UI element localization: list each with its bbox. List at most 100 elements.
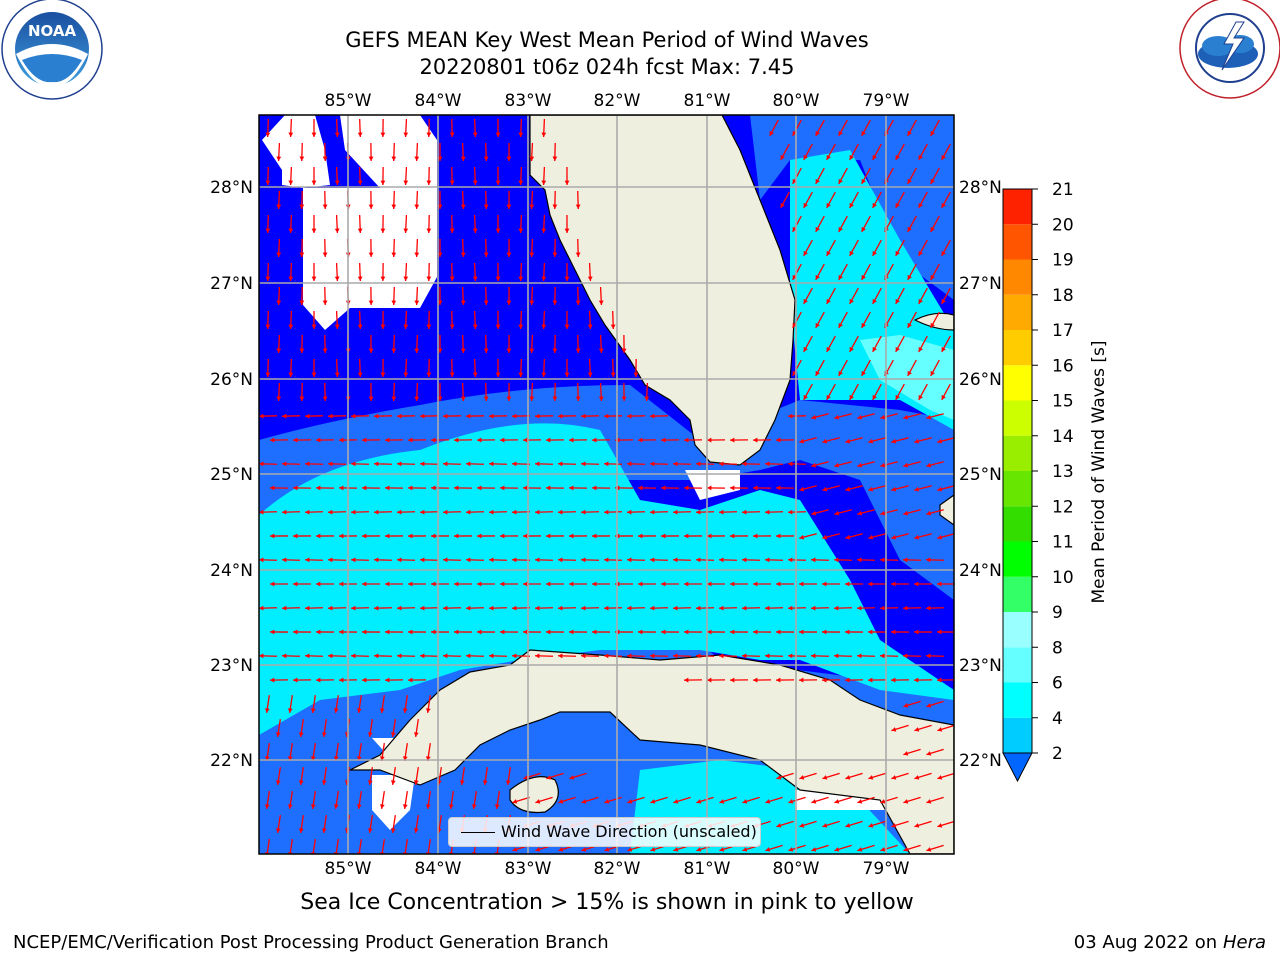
wind-wave-arrow xyxy=(903,413,921,420)
wind-wave-arrow xyxy=(845,820,863,828)
wind-wave-arrow xyxy=(391,334,397,354)
wind-wave-arrow xyxy=(903,509,921,516)
wind-wave-arrow xyxy=(792,311,802,329)
wind-wave-arrow xyxy=(334,214,340,234)
wind-wave-arrow xyxy=(587,262,593,282)
wind-wave-arrow xyxy=(849,383,859,401)
colorbar-segment xyxy=(1003,330,1032,366)
colorbar-tick: 11 xyxy=(1052,533,1074,553)
colorbar-tick: 17 xyxy=(1052,321,1074,341)
wind-wave-arrow xyxy=(413,719,419,737)
wind-wave-arrow xyxy=(310,743,316,761)
wind-wave-arrow xyxy=(449,166,455,186)
wind-wave-arrow xyxy=(425,791,431,809)
wind-wave-arrow xyxy=(581,796,599,804)
wind-wave-arrow xyxy=(356,695,362,713)
wind-wave-arrow xyxy=(384,533,404,539)
wind-wave-arrow xyxy=(752,533,772,539)
wind-wave-arrow xyxy=(511,605,531,611)
lat-label-left: 25°N xyxy=(210,465,253,485)
wind-wave-arrow xyxy=(541,310,547,330)
wind-wave-arrow xyxy=(792,263,802,281)
wind-wave-arrow xyxy=(453,533,473,539)
wind-wave-arrow xyxy=(914,820,932,828)
wind-wave-arrow xyxy=(534,557,554,563)
wind-wave-arrow xyxy=(292,581,312,587)
wind-wave-arrow xyxy=(822,485,840,492)
wind-wave-arrow xyxy=(518,310,524,330)
wind-wave-arrow xyxy=(626,557,646,563)
wind-wave-arrow xyxy=(787,557,807,563)
wind-wave-arrow xyxy=(403,262,409,282)
wind-wave-arrow xyxy=(930,311,940,329)
wind-wave-arrow xyxy=(459,767,465,785)
lon-label-top: 84°W xyxy=(415,91,462,111)
wind-wave-arrow xyxy=(936,677,954,683)
wind-wave-arrow xyxy=(264,743,270,761)
wind-wave-arrow xyxy=(327,509,347,515)
wind-wave-arrow xyxy=(402,695,408,713)
wind-wave-arrow xyxy=(460,142,466,162)
wind-wave-arrow xyxy=(787,413,807,419)
wind-wave-arrow xyxy=(495,310,501,330)
wind-wave-arrow xyxy=(361,677,381,683)
wind-wave-arrow xyxy=(941,191,951,209)
wind-wave-arrow xyxy=(414,142,420,162)
wind-wave-arrow xyxy=(918,287,928,305)
wind-wave-arrow xyxy=(706,629,726,635)
wind-wave-arrow xyxy=(356,743,362,761)
wind-wave-arrow xyxy=(941,143,951,161)
wind-wave-arrow xyxy=(826,383,836,401)
wind-wave-arrow xyxy=(880,413,898,420)
wind-wave-arrow xyxy=(879,557,899,563)
wind-wave-arrow xyxy=(292,629,312,635)
wind-wave-arrow xyxy=(849,239,859,257)
wind-wave-arrow xyxy=(482,767,488,785)
wind-wave-arrow xyxy=(419,605,439,611)
wind-wave-arrow xyxy=(764,461,784,467)
wind-wave-arrow xyxy=(867,581,887,587)
wind-wave-arrow xyxy=(604,796,622,804)
colorbar-tick: 4 xyxy=(1052,709,1063,729)
lat-label-right: 22°N xyxy=(959,751,1002,771)
footer-host: Hera xyxy=(1222,932,1266,953)
wind-wave-arrow xyxy=(390,767,396,785)
wind-wave-arrow xyxy=(926,844,944,852)
wind-wave-arrow xyxy=(834,413,852,420)
wind-wave-arrow xyxy=(334,358,340,378)
wind-wave-arrow xyxy=(706,485,726,491)
wind-wave-arrow xyxy=(460,286,466,306)
wind-wave-arrow xyxy=(299,334,305,354)
wind-wave-arrow xyxy=(396,653,416,659)
wind-wave-arrow xyxy=(787,509,807,515)
wind-wave-arrow xyxy=(890,629,910,635)
wind-wave-arrow xyxy=(281,413,301,419)
wind-wave-arrow xyxy=(276,238,282,258)
wind-wave-arrow xyxy=(311,166,317,186)
wind-wave-arrow xyxy=(442,605,462,611)
wind-wave-arrow xyxy=(941,239,951,257)
wind-wave-arrow xyxy=(706,677,726,683)
wind-wave-arrow xyxy=(672,509,692,515)
wind-wave-arrow xyxy=(626,413,646,419)
wind-wave-arrow xyxy=(569,772,587,780)
wind-wave-arrow xyxy=(803,287,813,305)
wind-wave-arrow xyxy=(523,772,541,780)
wind-wave-arrow xyxy=(903,844,921,852)
wind-wave-arrow xyxy=(430,533,450,539)
lon-label-bottom: 84°W xyxy=(415,859,462,879)
lon-label-bottom: 83°W xyxy=(505,859,552,879)
wind-wave-arrow xyxy=(414,382,420,402)
wind-wave-arrow xyxy=(925,653,945,659)
wind-wave-arrow xyxy=(868,485,886,492)
wind-wave-arrow xyxy=(937,437,954,444)
wind-wave-arrow xyxy=(872,143,882,161)
wind-wave-arrow xyxy=(465,557,485,563)
wind-wave-arrow xyxy=(822,533,840,540)
wind-wave-arrow xyxy=(541,214,547,234)
wind-wave-arrow xyxy=(902,653,922,659)
wind-wave-arrow xyxy=(488,605,508,611)
wind-wave-arrow xyxy=(575,334,581,354)
wind-wave-arrow xyxy=(259,461,278,467)
wind-wave-arrow xyxy=(890,581,910,587)
